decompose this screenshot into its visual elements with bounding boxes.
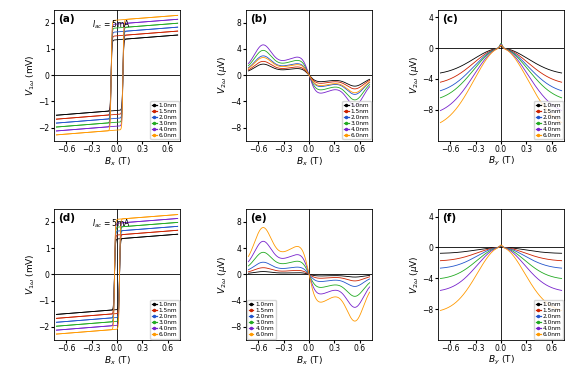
Y-axis label: $V_{2\omega}$ ($\mu$V): $V_{2\omega}$ ($\mu$V) [408,56,421,94]
Legend: 1.0nm, 1.5nm, 2.0nm, 3.0nm, 4.0nm, 6.0nm: 1.0nm, 1.5nm, 2.0nm, 3.0nm, 4.0nm, 6.0nm [534,300,563,339]
X-axis label: $B_x$ (T): $B_x$ (T) [104,354,130,367]
Y-axis label: $V_{1\omega}$ (mV): $V_{1\omega}$ (mV) [25,253,37,295]
Y-axis label: $V_{2\omega}$ ($\mu$V): $V_{2\omega}$ ($\mu$V) [216,56,229,94]
Text: (c): (c) [442,13,458,23]
Text: $I_{ac}$ = 5mA: $I_{ac}$ = 5mA [92,19,131,31]
Legend: 1.0nm, 1.5nm, 2.0nm, 3.0nm, 4.0nm, 6.0nm: 1.0nm, 1.5nm, 2.0nm, 3.0nm, 4.0nm, 6.0nm [150,300,179,339]
X-axis label: $B_y$ (T): $B_y$ (T) [488,354,514,367]
X-axis label: $B_y$ (T): $B_y$ (T) [488,155,514,168]
X-axis label: $B_x$ (T): $B_x$ (T) [104,155,130,168]
Legend: 1.0nm, 1.5nm, 2.0nm, 3.0nm, 4.0nm, 6.0nm: 1.0nm, 1.5nm, 2.0nm, 3.0nm, 4.0nm, 6.0nm [247,300,276,339]
Y-axis label: $V_{1\omega}$ (mV): $V_{1\omega}$ (mV) [25,54,37,96]
Legend: 1.0nm, 1.5nm, 2.0nm, 3.0nm, 4.0nm, 6.0nm: 1.0nm, 1.5nm, 2.0nm, 3.0nm, 4.0nm, 6.0nm [342,101,371,139]
Text: $I_{ac}$ = 5mA: $I_{ac}$ = 5mA [92,218,131,230]
X-axis label: $B_x$ (T): $B_x$ (T) [295,354,323,367]
Text: (d): (d) [58,213,75,223]
Y-axis label: $V_{2\omega}$ ($\mu$V): $V_{2\omega}$ ($\mu$V) [216,255,229,294]
Text: (a): (a) [58,13,74,23]
Text: (e): (e) [249,213,266,223]
X-axis label: $B_x$ (T): $B_x$ (T) [295,155,323,168]
Legend: 1.0nm, 1.5nm, 2.0nm, 3.0nm, 4.0nm, 6.0nm: 1.0nm, 1.5nm, 2.0nm, 3.0nm, 4.0nm, 6.0nm [534,101,563,139]
Y-axis label: $V_{2\omega}$ ($\mu$V): $V_{2\omega}$ ($\mu$V) [408,255,421,294]
Text: (f): (f) [442,213,456,223]
Legend: 1.0nm, 1.5nm, 2.0nm, 3.0nm, 4.0nm, 6.0nm: 1.0nm, 1.5nm, 2.0nm, 3.0nm, 4.0nm, 6.0nm [150,101,179,139]
Text: (b): (b) [249,13,266,23]
